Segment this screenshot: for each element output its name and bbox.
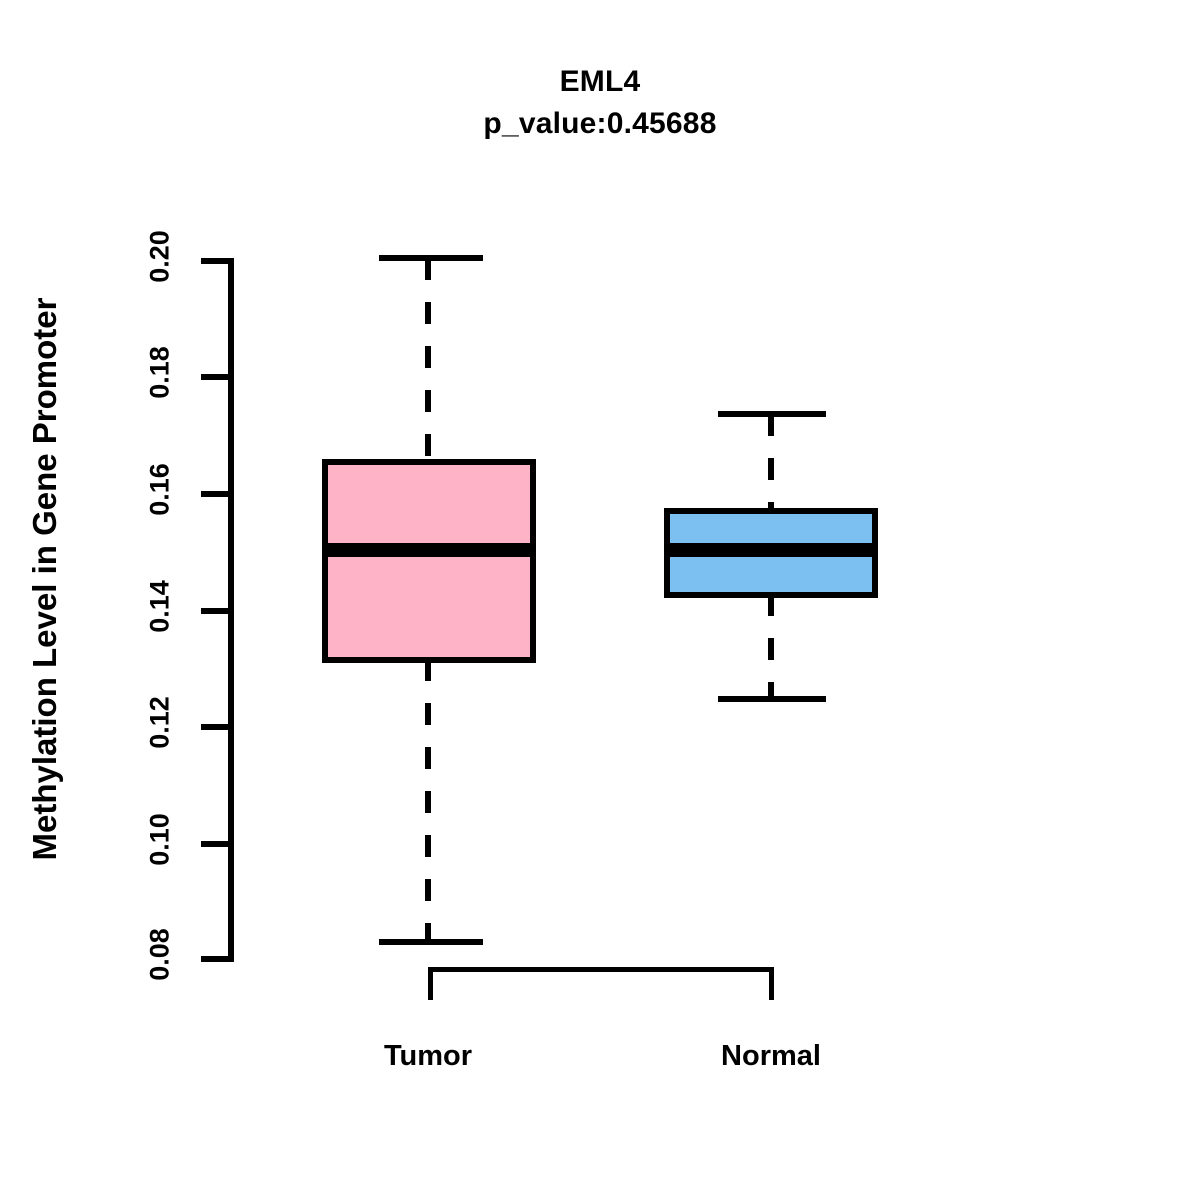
median-line-tumor xyxy=(322,543,536,557)
whisker-cap-upper-tumor xyxy=(379,255,483,261)
y-tick-0.12 xyxy=(201,724,231,730)
y-tick-0.08 xyxy=(201,956,231,962)
whisker-cap-lower-normal xyxy=(718,696,826,702)
box-rect-tumor xyxy=(322,459,536,663)
x-category-label-tumor: Tumor xyxy=(383,1040,473,1072)
y-tick-0.14 xyxy=(201,608,231,614)
y-tick-label-0.16: 0.16 xyxy=(144,463,175,516)
y-tick-0.16 xyxy=(201,491,231,497)
whisker-cap-lower-tumor xyxy=(379,939,483,945)
x-axis-bracket xyxy=(428,967,774,1000)
chart-title: EML4 xyxy=(559,65,641,98)
y-tick-0.20 xyxy=(201,258,231,264)
box-normal xyxy=(664,411,878,702)
median-line-normal xyxy=(664,543,878,557)
y-tick-label-0.12: 0.12 xyxy=(144,696,175,749)
y-tick-label-0.10: 0.10 xyxy=(144,813,175,866)
box-tumor xyxy=(322,255,536,945)
y-tick-0.18 xyxy=(201,374,231,380)
y-tick-label-0.08: 0.08 xyxy=(144,928,175,981)
chart-title-block: EML4 p_value:0.45688 xyxy=(0,62,1200,146)
chart-subtitle-pvalue: p_value:0.45688 xyxy=(483,107,717,140)
y-tick-0.10 xyxy=(201,841,231,847)
y-tick-label-0.20: 0.20 xyxy=(144,230,175,283)
y-tick-label-0.14: 0.14 xyxy=(144,580,175,633)
whisker-cap-upper-normal xyxy=(718,411,826,417)
y-tick-label-0.18: 0.18 xyxy=(144,346,175,399)
y-axis xyxy=(201,258,234,962)
x-category-label-normal: Normal xyxy=(721,1040,821,1072)
